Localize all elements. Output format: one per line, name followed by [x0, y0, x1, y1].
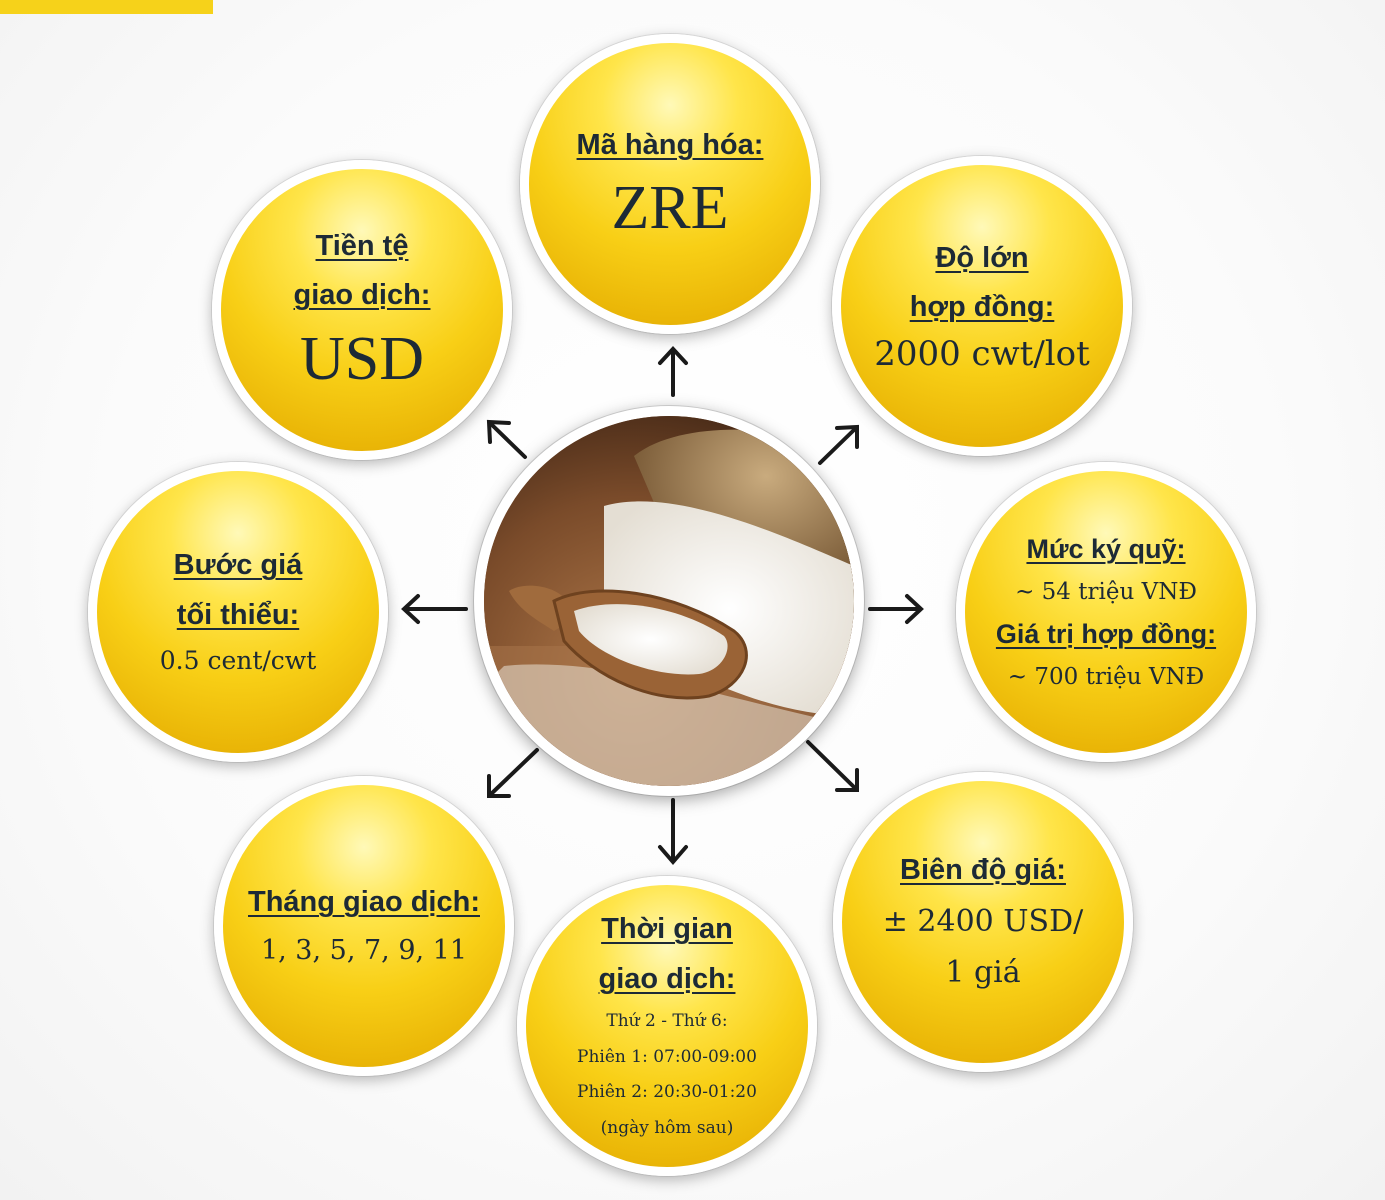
top-accent-bar [0, 0, 213, 14]
tick-size-value: 0.5 cent/cwt [159, 646, 317, 676]
trading-months-value: 1, 3, 5, 7, 9, 11 [260, 934, 468, 966]
commodity-code-heading: Mã hàng hóa: [576, 128, 764, 161]
contract-value-heading: Giá trị hợp đồng: [995, 619, 1217, 649]
node-currency: Tiền tệ giao dịch: USD [212, 160, 512, 460]
contract-size-value: 2000 cwt/lot [874, 334, 1090, 375]
currency-heading-1: Tiền tệ [315, 229, 409, 262]
node-margin: Mức ký quỹ: ~ 54 triệu VNĐ Giá trị hợp đ… [956, 462, 1256, 762]
currency-value: USD [299, 324, 425, 393]
node-commodity-code: Mã hàng hóa: ZRE [520, 34, 820, 334]
margin-value: ~ 54 triệu VNĐ [1015, 578, 1197, 605]
arrow-down-left-head [487, 774, 511, 798]
rice-scoop-icon [484, 416, 854, 786]
commodity-code-value: ZRE [611, 173, 729, 242]
trading-hours-heading-2: giao dịch: [598, 962, 736, 995]
tick-size-heading-1: Bước giá [173, 549, 303, 582]
trading-hours-heading-1: Thời gian [601, 913, 733, 946]
tick-size-heading-2: tối thiểu: [176, 598, 300, 631]
arrow-left-head [401, 594, 420, 624]
center-rice-image [474, 406, 864, 796]
contract-value-value: ~ 700 triệu VNĐ [1007, 663, 1205, 690]
arrow-down-left [488, 748, 539, 797]
trading-hours-line-2: Phiên 1: 07:00-09:00 [577, 1046, 757, 1067]
arrow-up-left [488, 421, 527, 459]
node-trading-hours: Thời gian giao dịch: Thứ 2 - Thứ 6: Phiê… [517, 876, 817, 1176]
price-limit-value-1: ± 2400 USD/ [882, 903, 1084, 939]
arrow-down-right [806, 740, 858, 791]
arrow-down-right-head [835, 768, 859, 792]
contract-size-heading-1: Độ lớn [935, 241, 1029, 274]
currency-heading-2: giao dịch: [293, 279, 431, 312]
arrow-up-right-head [835, 424, 859, 449]
arrow-up-right [818, 426, 858, 465]
node-contract-size: Độ lớn hợp đồng: 2000 cwt/lot [832, 156, 1132, 456]
contract-size-heading-2: hợp đồng: [909, 291, 1055, 324]
node-tick-size: Bước giá tối thiểu: 0.5 cent/cwt [88, 462, 388, 762]
margin-heading: Mức ký quỹ: [1026, 534, 1186, 565]
arrow-up-left-head [486, 419, 511, 444]
arrow-down-head [658, 845, 688, 866]
node-trading-months: Tháng giao dịch: 1, 3, 5, 7, 9, 11 [214, 776, 514, 1076]
node-price-limit: Biên độ giá: ± 2400 USD/ 1 giá [833, 772, 1133, 1072]
price-limit-value-2: 1 giá [945, 954, 1021, 990]
arrow-up-head [658, 346, 688, 365]
trading-months-heading: Tháng giao dịch: [248, 886, 480, 919]
trading-hours-line-4: (ngày hôm sau) [600, 1117, 734, 1138]
trading-hours-line-1: Thứ 2 - Thứ 6: [606, 1010, 728, 1031]
arrow-right-head [905, 594, 924, 624]
trading-hours-line-3: Phiên 2: 20:30-01:20 [577, 1082, 757, 1103]
price-limit-heading: Biên độ giá: [900, 854, 1066, 887]
